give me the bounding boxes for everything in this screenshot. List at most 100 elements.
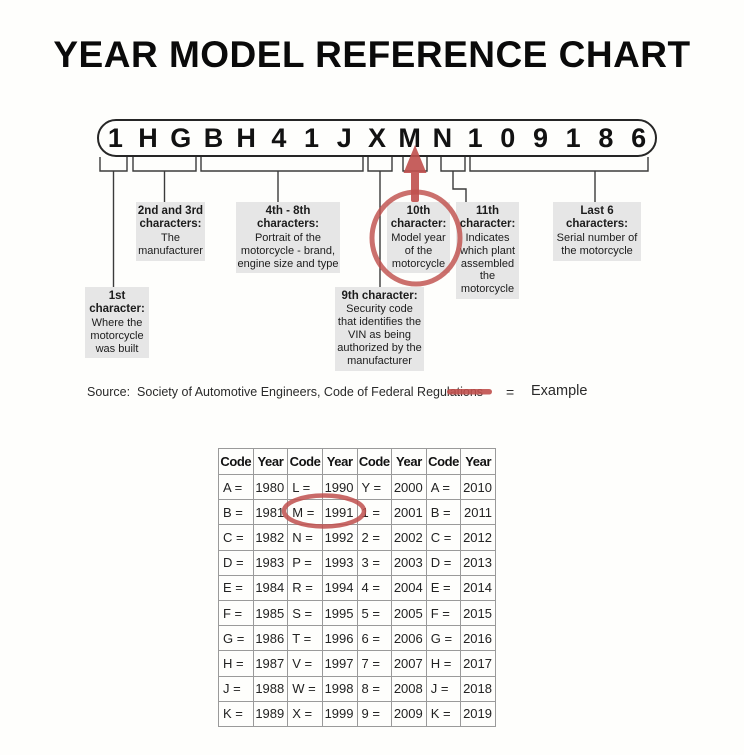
table-row: K = 1989 X = 1999 9 = 2009 K = 2019: [218, 700, 496, 727]
vin-character: 9: [532, 123, 548, 153]
table-header-cell: Year: [321, 448, 358, 475]
code-cell: 4 =: [356, 574, 393, 601]
table-row: G = 1986 T = 1996 6 = 2006 G = 2016: [218, 625, 496, 652]
code-cell: K =: [218, 700, 254, 727]
code-cell: W =: [287, 675, 323, 702]
year-cell: 2015: [460, 599, 496, 627]
bracket-last-6: [469, 157, 649, 172]
table-row: H = 1987 V = 1997 7 = 2007 H = 2017: [218, 650, 496, 677]
code-cell: 8 =: [356, 675, 393, 702]
year-cell: 2019: [460, 700, 496, 727]
table-header-cell: Year: [460, 448, 496, 475]
code-cell: D =: [218, 549, 254, 576]
vin-character: G: [170, 123, 192, 153]
code-cell: L =: [287, 473, 323, 501]
table-header-cell: Year: [252, 448, 289, 475]
callout-heading: 2nd and 3rd characters:: [137, 205, 204, 231]
year-code-table: Code Year Code Year Code Year Code Year A = 1980…: [218, 448, 496, 727]
year-cell: 1999: [321, 700, 358, 727]
code-cell: J =: [425, 675, 462, 702]
vin-character: M: [398, 123, 421, 153]
code-cell: A =: [425, 473, 462, 501]
code-cell: 3 =: [356, 549, 393, 576]
callout-heading: 9th character:: [341, 290, 418, 302]
bracket-2nd-3rd: [132, 157, 197, 172]
bracket-4th-8th: [200, 157, 364, 172]
year-table-body: A = 1980 L = 1990 Y = 2000 A = 2010 B = 1981 M = 19…: [218, 473, 496, 727]
table-header-cell: Code: [218, 448, 254, 475]
callout-1st-character: 1st character: Where the motorcycle was …: [85, 287, 149, 359]
table-row: F = 1985 S = 1995 5 = 2005 F = 2015: [218, 599, 496, 627]
year-cell: 1988: [252, 675, 289, 702]
vin-character: N: [432, 123, 453, 153]
callout-heading: 11th character:: [459, 205, 516, 231]
table-row: A = 1980 L = 1990 Y = 2000 A = 2010: [218, 473, 496, 501]
callout-body: Portrait of the motorcycle - brand, engi…: [237, 231, 339, 270]
vin-character: 1: [304, 123, 320, 153]
callout-heading: Last 6 characters:: [565, 205, 628, 231]
year-cell: 1983: [252, 549, 289, 576]
table-row: E = 1984 R = 1994 4 = 2004 E = 2014: [218, 574, 496, 601]
callout-body: Security code that identifies the VIN as…: [337, 303, 422, 367]
year-cell: 1995: [321, 599, 358, 627]
callout-last-6-characters: Last 6 characters: Serial number of the …: [553, 202, 641, 261]
callout-body: Where the motorcycle was built: [90, 316, 144, 355]
code-cell: 9 =: [356, 700, 393, 727]
table-row: C = 1982 N = 1992 2 = 2002 C = 2012: [218, 524, 496, 551]
year-cell: 2016: [460, 625, 496, 652]
year-cell: 1992: [321, 524, 358, 551]
year-cell: 2014: [460, 574, 496, 601]
bracket-10th: [402, 157, 428, 172]
year-cell: 2008: [391, 675, 427, 702]
callout-4th-8th-characters: 4th - 8th characters: Portrait of the mo…: [236, 202, 340, 274]
code-cell: E =: [425, 574, 462, 601]
code-cell: G =: [218, 625, 254, 652]
page-title: YEAR MODEL REFERENCE CHART: [53, 34, 691, 75]
vin-character: H: [236, 123, 256, 153]
code-cell: H =: [425, 650, 462, 677]
code-cell: E =: [218, 574, 254, 601]
legend-example-label: Example: [531, 383, 588, 399]
year-cell: 1989: [252, 700, 289, 727]
year-cell: 1985: [252, 599, 289, 627]
callout-heading: 4th - 8th characters:: [256, 205, 319, 231]
callout-heading: 10th character:: [390, 205, 447, 231]
code-cell: 1 =: [356, 499, 393, 526]
stem-11th: [452, 171, 467, 202]
legend-equals-sign: =: [506, 384, 515, 400]
callout-11th-character: 11th character: Indicates which plant as…: [456, 202, 519, 300]
year-cell: 2018: [460, 675, 496, 702]
year-cell: 1991: [321, 499, 358, 526]
table-row: B = 1981 M = 1991 1 = 2001 B = 2011: [218, 499, 496, 526]
year-cell: 2009: [391, 700, 427, 727]
code-cell: J =: [218, 675, 254, 702]
code-cell: C =: [218, 524, 254, 551]
year-cell: 1994: [321, 574, 358, 601]
vin-character: 1: [107, 123, 123, 153]
year-cell: 2010: [460, 473, 496, 501]
callout-10th-character: 10th character: Model year of the motorc…: [387, 202, 450, 274]
callout-body: Model year of the motorcycle: [391, 231, 446, 270]
year-cell: 2006: [391, 625, 427, 652]
bracket-1st: [99, 157, 128, 172]
year-cell: 2012: [460, 524, 496, 551]
code-cell: H =: [218, 650, 254, 677]
year-cell: 2000: [391, 473, 427, 501]
code-cell: Y =: [356, 473, 393, 501]
bracket-9th: [367, 157, 393, 172]
vin-character: 6: [631, 123, 647, 153]
table-header-cell: Code: [425, 448, 462, 475]
vin-character: B: [203, 123, 224, 153]
year-cell: 1993: [321, 549, 358, 576]
callout-9th-character: 9th character: Security code that identi…: [335, 287, 424, 371]
code-cell: V =: [287, 650, 323, 677]
year-cell: 1990: [321, 473, 358, 501]
year-cell: 1996: [321, 625, 358, 652]
year-cell: 1984: [252, 574, 289, 601]
year-cell: 2005: [391, 599, 427, 627]
code-cell: P =: [287, 549, 323, 576]
year-cell: 1986: [252, 625, 289, 652]
table-header-cell: Code: [287, 448, 323, 475]
